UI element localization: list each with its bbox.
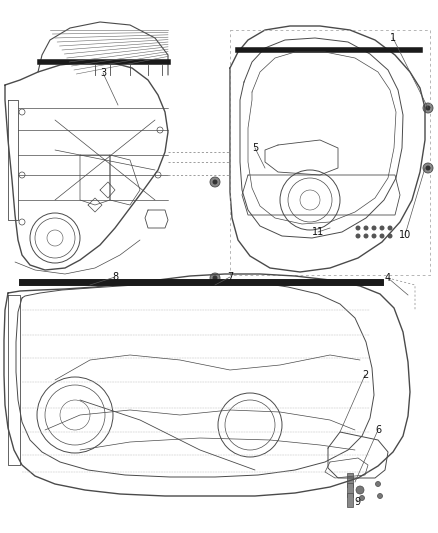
Circle shape <box>423 103 433 113</box>
Circle shape <box>379 233 385 238</box>
Circle shape <box>388 225 392 230</box>
Circle shape <box>360 496 364 500</box>
Text: 1: 1 <box>390 33 396 43</box>
Circle shape <box>371 225 377 230</box>
Circle shape <box>364 225 368 230</box>
Text: 6: 6 <box>375 425 381 435</box>
Circle shape <box>212 180 218 184</box>
Circle shape <box>375 481 381 487</box>
Text: 10: 10 <box>399 230 411 240</box>
Text: 5: 5 <box>252 143 258 153</box>
Circle shape <box>210 273 220 283</box>
Text: 8: 8 <box>112 272 118 282</box>
Text: 2: 2 <box>362 370 368 380</box>
Circle shape <box>425 166 431 171</box>
Circle shape <box>212 276 218 280</box>
Circle shape <box>356 233 360 238</box>
Bar <box>347 493 353 507</box>
Bar <box>347 483 353 497</box>
Circle shape <box>378 494 382 498</box>
Text: 7: 7 <box>227 272 233 282</box>
Circle shape <box>379 225 385 230</box>
Circle shape <box>356 486 364 494</box>
Circle shape <box>210 177 220 187</box>
Bar <box>347 473 353 487</box>
Circle shape <box>423 163 433 173</box>
Text: 4: 4 <box>385 273 391 283</box>
Circle shape <box>364 233 368 238</box>
Text: 11: 11 <box>312 227 324 237</box>
Circle shape <box>371 233 377 238</box>
Circle shape <box>356 225 360 230</box>
Circle shape <box>388 233 392 238</box>
Text: 9: 9 <box>354 497 360 507</box>
Text: 3: 3 <box>100 68 106 78</box>
Circle shape <box>425 106 431 110</box>
